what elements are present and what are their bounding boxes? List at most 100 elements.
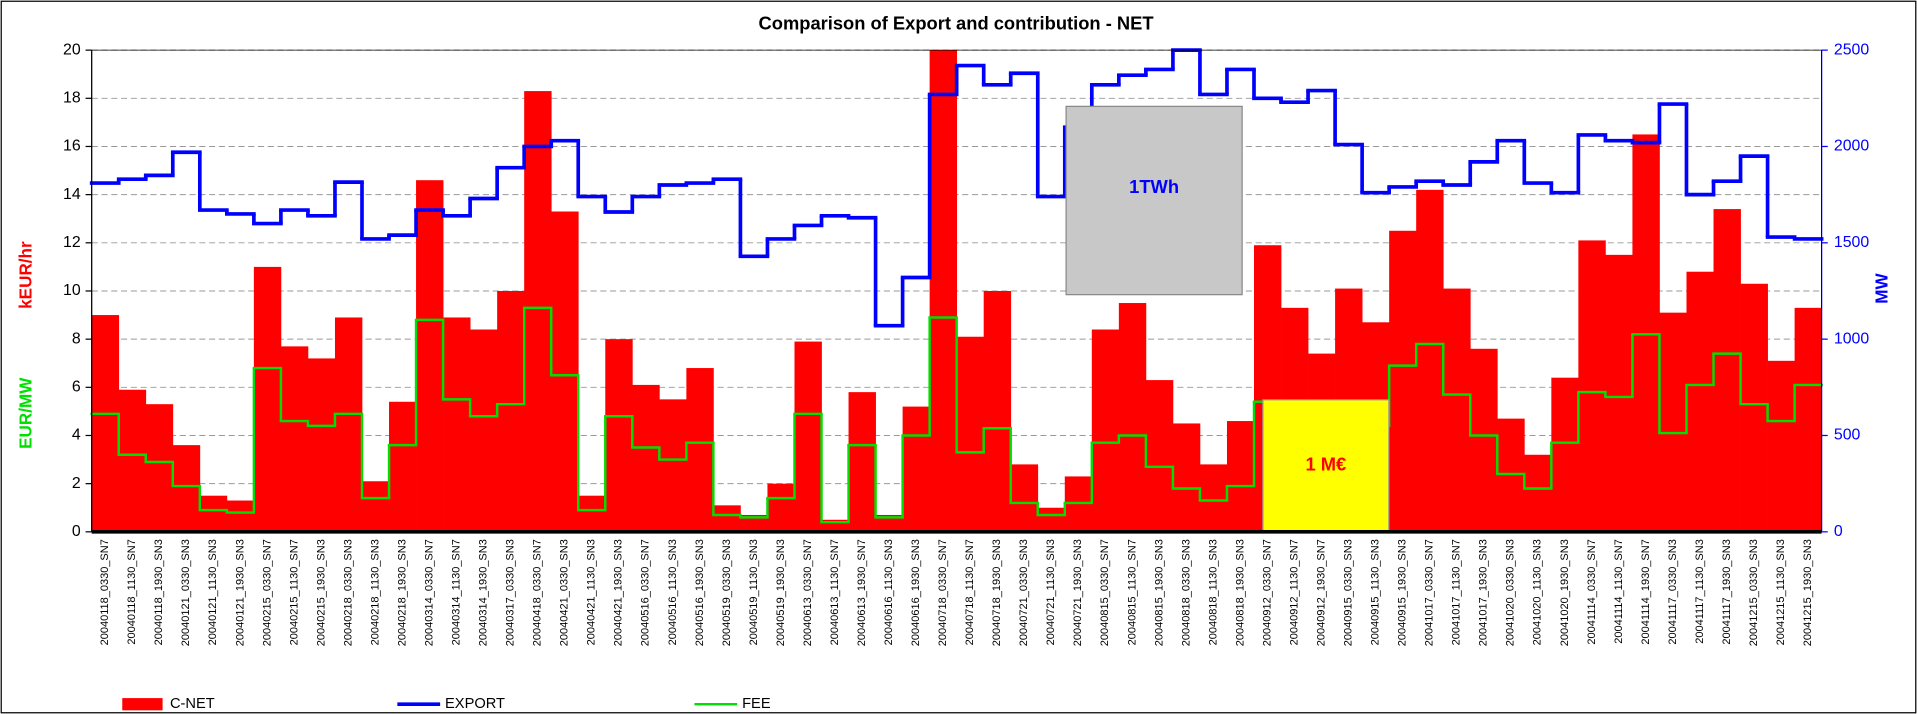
y-tick-label: 2 — [72, 475, 81, 492]
bar — [470, 329, 498, 532]
x-tick-label: 20040616_1130_SN3 — [883, 539, 895, 645]
y-tick-label: 18 — [63, 90, 81, 107]
x-tick-label: 20040613_0330_SN7 — [802, 539, 814, 646]
x-tick-label: 20040721_1930_SN3 — [1072, 539, 1084, 646]
x-tick-label: 20041114_0330_SN7 — [1586, 539, 1598, 644]
x-tick-label: 20041017_0330_SN7 — [1424, 539, 1436, 646]
x-tick-label: 20040121_1930_SN3 — [234, 539, 246, 646]
bar — [1037, 507, 1066, 532]
bar — [1145, 380, 1174, 532]
x-tick-label: 20040912_1930_SN7 — [1315, 539, 1327, 646]
bar — [1713, 209, 1741, 532]
bar — [253, 266, 282, 532]
x-tick-label: 20040516_1930_SN3 — [694, 539, 706, 646]
bar — [280, 346, 309, 532]
bar — [307, 358, 336, 532]
bar — [659, 399, 687, 532]
bar — [1551, 377, 1579, 532]
bar — [767, 483, 795, 532]
bar — [1767, 360, 1795, 532]
legend-label: C-NET — [170, 696, 215, 712]
x-tick-label: 20041114_1130_SN7 — [1613, 539, 1625, 644]
x-tick-label: 20040218_0330_SN3 — [342, 539, 354, 646]
y-tick-label: 0 — [72, 523, 81, 540]
bar — [1118, 303, 1147, 532]
y-tick-label: 10 — [63, 282, 81, 299]
x-tick-label: 20041114_1930_SN7 — [1640, 539, 1652, 644]
bar — [145, 404, 174, 532]
x-tick-label: 20040121_0330_SN3 — [180, 539, 192, 646]
x-tick-label: 20040818_0330_SN3 — [1180, 539, 1192, 646]
x-tick-label: 20040215_1930_SN3 — [315, 539, 327, 646]
x-tick-label: 20041020_1130_SN3 — [1532, 539, 1544, 645]
x-tick-label: 20041020_0330_SN3 — [1505, 539, 1517, 646]
x-tick-label: 20040317_0330_SN3 — [505, 539, 517, 646]
x-tick-label: 20041215_1930_SN3 — [1802, 539, 1814, 646]
y-tick-label: 14 — [63, 186, 81, 203]
x-tick-label: 20040718_1930_SN3 — [991, 539, 1003, 646]
bar — [632, 384, 660, 532]
y-tick-label: 4 — [72, 427, 81, 444]
legend-label: EXPORT — [445, 696, 505, 712]
bar — [740, 514, 768, 532]
x-tick-label: 20040118_0330_SN7 — [99, 539, 111, 645]
bar — [848, 392, 876, 532]
bar — [118, 389, 147, 532]
x-tick-label: 20040421_1930_SN3 — [613, 539, 625, 646]
x-tick-label: 20041017_1130_SN7 — [1451, 539, 1463, 645]
y2-tick-label: 2500 — [1834, 41, 1869, 58]
bar — [1389, 230, 1417, 532]
y2-tick-label: 1500 — [1834, 234, 1869, 251]
bar — [551, 211, 579, 532]
legend-label: FEE — [742, 696, 771, 712]
y2-tick-label: 2000 — [1834, 138, 1869, 155]
x-tick-label: 20041117_1930_SN3 — [1721, 539, 1733, 644]
y-tick-label: 20 — [63, 41, 81, 58]
bar — [686, 368, 714, 532]
x-tick-label: 20040118_1930_SN3 — [153, 539, 165, 645]
bar — [1172, 423, 1201, 532]
chart-title: Comparison of Export and contribution - … — [759, 12, 1154, 33]
x-tick-label: 20040314_0330_SN7 — [423, 539, 435, 646]
x-tick-label: 20040815_1130_SN7 — [1126, 539, 1138, 645]
x-tick-label: 20040616_1930_SN3 — [910, 539, 922, 646]
x-tick-label: 20040215_0330_SN7 — [261, 539, 273, 646]
y2-axis-label: MW — [1872, 272, 1891, 303]
bar — [443, 317, 471, 532]
y2-tick-label: 500 — [1834, 427, 1861, 444]
x-tick-label: 20040815_0330_SN7 — [1099, 539, 1111, 646]
bar — [605, 339, 633, 532]
plot-frame — [91, 49, 1823, 533]
bar — [1226, 421, 1255, 532]
x-tick-label: 20040519_1930_SN3 — [775, 539, 787, 646]
y-tick-label: 16 — [63, 138, 81, 155]
x-tick-label: 20040613_1930_SN7 — [856, 539, 868, 646]
bar — [334, 317, 363, 532]
bar — [361, 481, 390, 532]
x-tick-label: 20040718_0330_SN7 — [937, 539, 949, 646]
x-tick-label: 20040516_0330_SN7 — [640, 539, 652, 646]
annotation-box — [1262, 399, 1390, 533]
x-tick-label: 20040519_0330_SN3 — [721, 539, 733, 646]
x-tick-label: 20040118_1130_SN7 — [126, 539, 138, 644]
bar — [1416, 189, 1444, 532]
bar — [713, 505, 741, 532]
x-tick-label: 20040314_1930_SN3 — [478, 539, 490, 646]
x-tick-label: 20041017_1930_SN3 — [1478, 539, 1490, 646]
x-tick-label: 20040721_1130_SN3 — [1045, 539, 1057, 645]
annotation: 1 M€ — [1306, 454, 1347, 475]
bar — [1578, 240, 1606, 532]
x-tick-label: 20040818_1930_SN3 — [1234, 539, 1246, 646]
x-tick-label: 20040314_1130_SN7 — [451, 539, 463, 645]
bar — [875, 514, 903, 532]
x-tick-label: 20040215_1130_SN7 — [288, 539, 300, 645]
bar — [497, 290, 525, 532]
bar — [1659, 312, 1687, 532]
bar — [1686, 271, 1714, 532]
y-tick-label: 8 — [72, 330, 81, 347]
bar — [199, 495, 228, 532]
bar — [1199, 464, 1228, 532]
x-tick-label: 20040915_1130_SN3 — [1370, 539, 1382, 645]
bar — [929, 50, 958, 532]
